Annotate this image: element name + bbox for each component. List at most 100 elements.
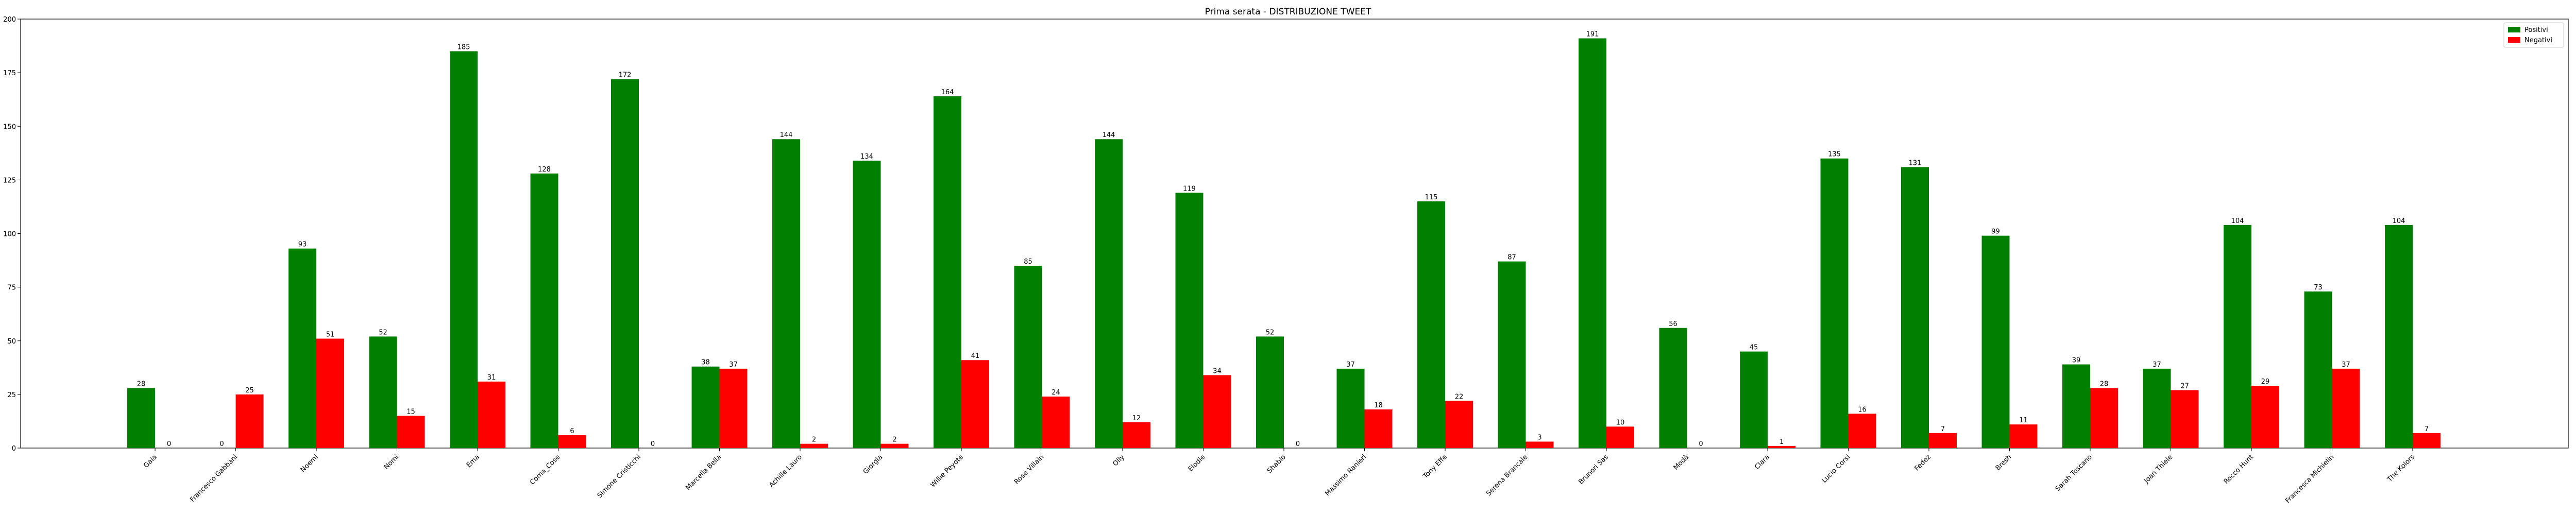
bar-positivi (2304, 291, 2332, 448)
bar-positivi (1498, 261, 1526, 448)
data-label: 93 (298, 241, 307, 249)
bar-negativi (235, 394, 264, 448)
data-label: 119 (1183, 185, 1196, 193)
y-tick-label: 200 (3, 16, 16, 24)
bar-negativi (2251, 386, 2279, 448)
y-tick-label: 0 (12, 445, 16, 453)
bar-negativi (1445, 401, 1473, 448)
data-label: 135 (1828, 151, 1841, 159)
bar-negativi (2413, 433, 2441, 448)
x-tick-label: Francesca Michielin (2284, 453, 2335, 505)
data-label: 0 (1699, 440, 1703, 448)
x-tick-label: Marcella Bella (684, 453, 723, 492)
x-tick-label: Gaia (142, 453, 159, 470)
data-label: 115 (1425, 194, 1438, 201)
bar-negativi (558, 435, 586, 448)
bar-positivi (289, 248, 316, 448)
legend: Positivi Negativi (2503, 22, 2564, 48)
bar-positivi (1981, 235, 2010, 448)
bar-positivi (772, 139, 800, 448)
data-label: 52 (1266, 329, 1275, 336)
data-label: 56 (1669, 320, 1677, 328)
data-label: 85 (1024, 258, 1032, 266)
data-label: 99 (1991, 228, 2000, 236)
bar-negativi (2009, 424, 2038, 448)
legend-swatch (2508, 27, 2520, 32)
x-tick-label: Brunori Sas (1577, 453, 1610, 486)
data-label: 104 (2393, 217, 2405, 225)
bar-negativi (316, 338, 344, 448)
data-label: 7 (1941, 425, 1945, 433)
data-label: 51 (326, 331, 335, 339)
bar-positivi (127, 388, 155, 448)
x-tick-label: Modà (1672, 453, 1691, 472)
bars-group: 2809352185128172381441341648514411952371… (127, 30, 2441, 449)
data-label: 52 (379, 329, 387, 336)
bar-positivi (853, 160, 881, 448)
bar-negativi (2171, 390, 2199, 448)
bar-positivi (450, 51, 478, 449)
x-tick-label: Ema (465, 453, 481, 469)
data-label: 38 (701, 359, 710, 367)
bar-negativi (1929, 433, 1957, 448)
data-label: 27 (2180, 383, 2189, 390)
x-tick-label: Clara (1753, 453, 1771, 471)
data-label: 16 (1858, 406, 1867, 414)
data-label: 11 (2019, 417, 2028, 424)
y-tick-label: 50 (7, 338, 16, 346)
x-tick-label: Coma_Cose (529, 453, 562, 486)
x-tick-label: Massimo Ranieri (1324, 453, 1368, 497)
x-tick-label: Nomi (383, 453, 401, 471)
data-label: 0 (167, 440, 171, 448)
x-tick-label: Francesco Gabbani (189, 453, 239, 504)
bar-negativi (961, 360, 989, 448)
y-tick-label: 75 (7, 284, 16, 292)
bar-negativi (478, 381, 505, 448)
data-label: 24 (1052, 389, 1060, 397)
data-label: 0 (219, 440, 224, 448)
bar-positivi (530, 173, 558, 448)
x-tick-label: Sarah Toscano (2054, 453, 2094, 493)
bar-positivi (2143, 368, 2171, 448)
bar-negativi (800, 443, 828, 448)
bar-positivi (1175, 193, 1204, 448)
bar-positivi (1820, 158, 1849, 449)
data-label: 3 (1537, 434, 1541, 442)
bar-positivi (1579, 38, 1606, 449)
series-positivi: 2809352185128172381441341648514411952371… (127, 30, 2413, 449)
data-label: 87 (1507, 254, 1516, 262)
data-label: 191 (1586, 30, 1599, 38)
data-label: 0 (1296, 440, 1300, 448)
data-label: 29 (2261, 378, 2270, 386)
data-label: 185 (457, 43, 470, 51)
data-label: 37 (1346, 361, 1355, 369)
bar-positivi (934, 96, 961, 448)
bar-positivi (1014, 265, 1042, 448)
data-label: 37 (2342, 361, 2350, 369)
bar-positivi (1901, 167, 1929, 448)
legend-label: Negativi (2524, 37, 2552, 44)
bar-positivi (1740, 351, 1768, 448)
data-label: 28 (137, 380, 146, 388)
x-tick-label: Fedez (1913, 453, 1932, 472)
data-label: 172 (619, 72, 632, 79)
bar-negativi (1042, 397, 1070, 448)
y-axis: 0 25 50 75 100 125 150 175 200 (3, 16, 21, 453)
x-axis: Gaia Francesco Gabbani Noemi Nomi Ema Coma_Co… (142, 448, 2416, 505)
x-tick-label: Willie Peyote (929, 453, 964, 489)
y-tick-label: 100 (3, 231, 16, 238)
x-tick-label: The Kolors (2386, 453, 2416, 484)
data-label: 131 (1909, 159, 1922, 167)
data-label: 134 (860, 153, 873, 161)
data-label: 6 (570, 427, 574, 435)
bar-negativi (719, 368, 748, 448)
bar-negativi (1364, 409, 1393, 448)
bar-positivi (1336, 368, 1365, 448)
bar-positivi (2224, 225, 2251, 448)
data-label: 10 (1616, 419, 1625, 426)
x-tick-label: Elodie (1187, 453, 1207, 473)
data-label: 31 (487, 374, 496, 382)
bar-positivi (1417, 201, 1445, 448)
y-tick-label: 125 (3, 177, 16, 184)
y-tick-label: 25 (7, 391, 16, 399)
